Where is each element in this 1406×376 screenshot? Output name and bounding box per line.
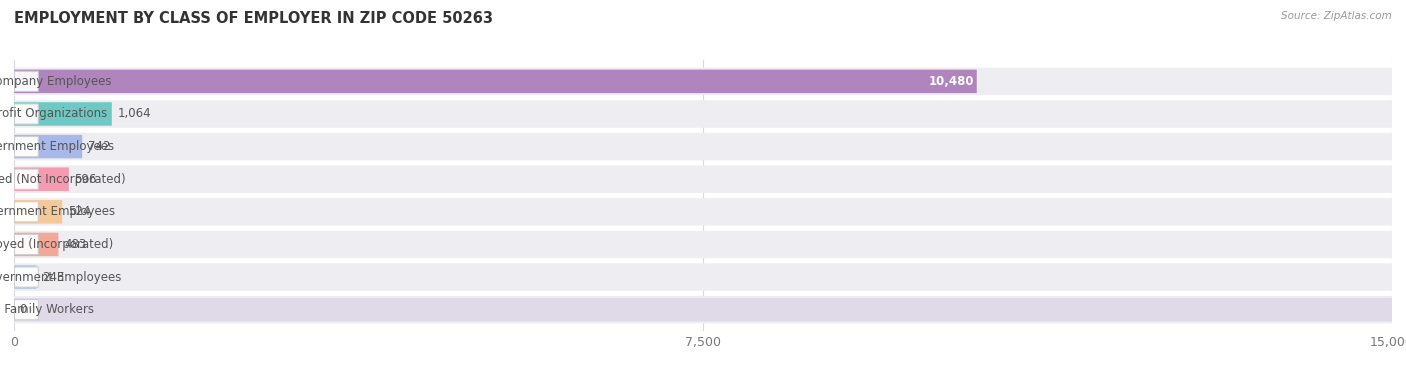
FancyBboxPatch shape bbox=[14, 200, 62, 224]
Text: 483: 483 bbox=[63, 238, 86, 251]
FancyBboxPatch shape bbox=[14, 136, 38, 157]
FancyBboxPatch shape bbox=[14, 267, 38, 287]
Text: EMPLOYMENT BY CLASS OF EMPLOYER IN ZIP CODE 50263: EMPLOYMENT BY CLASS OF EMPLOYER IN ZIP C… bbox=[14, 11, 494, 26]
Text: 596: 596 bbox=[75, 173, 97, 186]
FancyBboxPatch shape bbox=[14, 133, 1392, 160]
Text: 742: 742 bbox=[87, 140, 110, 153]
Text: 10,480: 10,480 bbox=[928, 75, 974, 88]
FancyBboxPatch shape bbox=[14, 102, 112, 126]
FancyBboxPatch shape bbox=[14, 104, 38, 124]
FancyBboxPatch shape bbox=[14, 71, 38, 91]
Text: Unpaid Family Workers: Unpaid Family Workers bbox=[0, 303, 94, 316]
FancyBboxPatch shape bbox=[14, 263, 1392, 291]
FancyBboxPatch shape bbox=[14, 233, 59, 256]
FancyBboxPatch shape bbox=[14, 231, 1392, 258]
FancyBboxPatch shape bbox=[14, 169, 38, 190]
FancyBboxPatch shape bbox=[14, 135, 82, 158]
Text: 0: 0 bbox=[20, 303, 27, 316]
Text: Self-Employed (Not Incorporated): Self-Employed (Not Incorporated) bbox=[0, 173, 125, 186]
Text: Not-for-profit Organizations: Not-for-profit Organizations bbox=[0, 108, 107, 120]
Text: Source: ZipAtlas.com: Source: ZipAtlas.com bbox=[1281, 11, 1392, 21]
FancyBboxPatch shape bbox=[14, 234, 38, 255]
FancyBboxPatch shape bbox=[14, 298, 1392, 321]
Text: Private Company Employees: Private Company Employees bbox=[0, 75, 111, 88]
FancyBboxPatch shape bbox=[14, 198, 1392, 226]
FancyBboxPatch shape bbox=[14, 68, 1392, 95]
FancyBboxPatch shape bbox=[14, 202, 38, 222]
Text: 243: 243 bbox=[42, 271, 65, 284]
FancyBboxPatch shape bbox=[14, 167, 69, 191]
Text: Local Government Employees: Local Government Employees bbox=[0, 140, 114, 153]
FancyBboxPatch shape bbox=[14, 300, 38, 320]
FancyBboxPatch shape bbox=[14, 165, 1392, 193]
Text: Federal Government Employees: Federal Government Employees bbox=[0, 271, 121, 284]
FancyBboxPatch shape bbox=[14, 296, 1392, 323]
FancyBboxPatch shape bbox=[14, 100, 1392, 128]
Text: 1,064: 1,064 bbox=[117, 108, 150, 120]
FancyBboxPatch shape bbox=[14, 265, 37, 289]
Text: Self-Employed (Incorporated): Self-Employed (Incorporated) bbox=[0, 238, 112, 251]
Text: 524: 524 bbox=[67, 205, 90, 218]
FancyBboxPatch shape bbox=[14, 70, 977, 93]
Text: State Government Employees: State Government Employees bbox=[0, 205, 115, 218]
